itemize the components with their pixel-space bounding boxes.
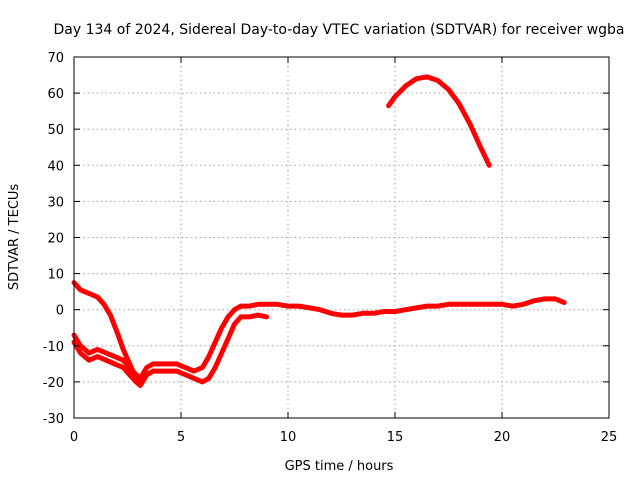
x-tick-label: 0 bbox=[70, 430, 78, 445]
y-axis-label: SDTVAR / TECUs bbox=[7, 184, 22, 291]
y-tick-label: 10 bbox=[47, 268, 64, 283]
x-tick-label: 20 bbox=[494, 430, 511, 445]
y-tick-label: -10 bbox=[43, 340, 64, 355]
y-tick-label: -30 bbox=[43, 412, 64, 427]
y-tick-label: 40 bbox=[47, 159, 64, 174]
y-tick-label: 20 bbox=[47, 232, 64, 247]
x-axis-label: GPS time / hours bbox=[285, 459, 394, 474]
axis-ticks: 0 5 10 15 20 25 -30 -20 -10 0 10 20 30 40 50 60 70 bbox=[43, 51, 618, 445]
y-tick-label: -20 bbox=[43, 376, 64, 391]
series-line-band-a-lower bbox=[71, 312, 270, 388]
x-tick-label: 10 bbox=[280, 430, 297, 445]
data-series bbox=[71, 74, 567, 388]
x-tick-label: 5 bbox=[177, 430, 185, 445]
series-line-band-c bbox=[386, 74, 492, 168]
x-tick-label: 25 bbox=[601, 430, 618, 445]
x-tick-label: 15 bbox=[387, 430, 404, 445]
series-line-band-b bbox=[71, 280, 141, 385]
y-tick-label: 50 bbox=[47, 123, 64, 138]
series-line-band-a-upper bbox=[71, 296, 567, 381]
y-tick-label: 0 bbox=[56, 304, 64, 319]
grid bbox=[74, 57, 609, 418]
chart-title: Day 134 of 2024, Sidereal Day-to-day VTE… bbox=[53, 22, 624, 38]
y-tick-label: 60 bbox=[47, 87, 64, 102]
y-tick-label: 30 bbox=[47, 195, 64, 210]
y-tick-label: 70 bbox=[47, 51, 64, 66]
